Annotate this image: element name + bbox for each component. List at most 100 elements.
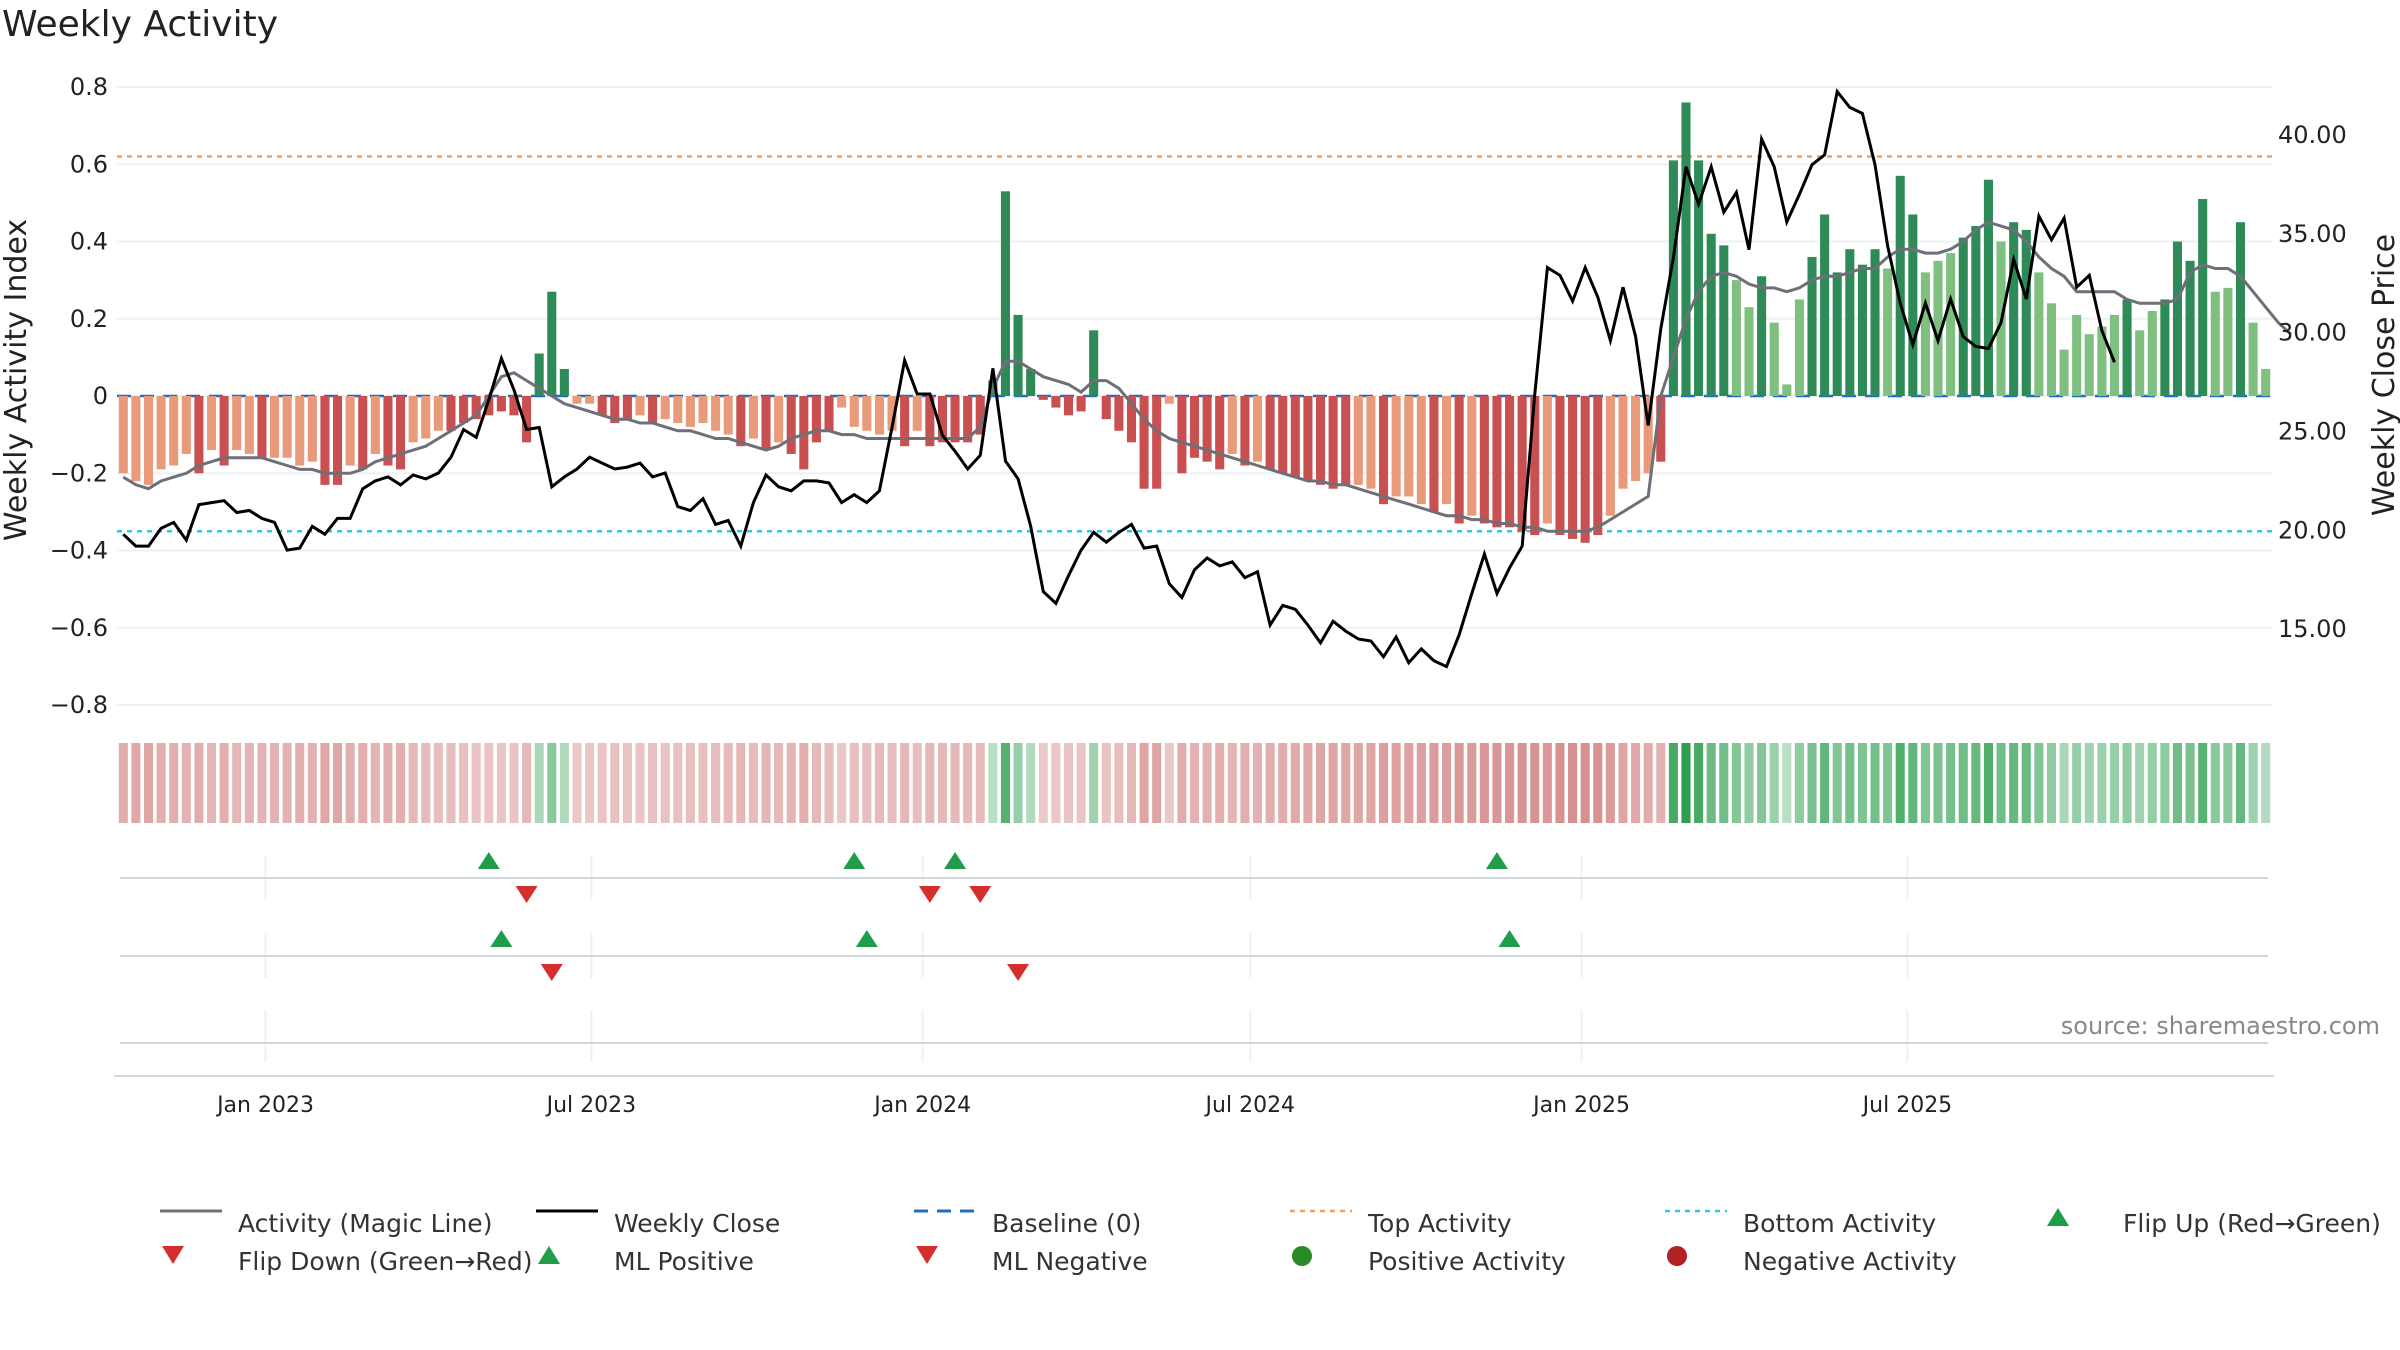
activity-strip-cell	[370, 743, 380, 823]
activity-strip-cell	[1278, 743, 1288, 823]
activity-bar	[1051, 396, 1061, 408]
activity-strip-cell	[1416, 743, 1426, 823]
activity-bar	[1542, 396, 1552, 524]
activity-bar	[925, 396, 935, 447]
legend-label: Bottom Activity	[1743, 1208, 1937, 1238]
legend-item: ML Positive	[536, 1244, 754, 1278]
y2-axis-ticks: 40.00 35.00 30.00 25.00 20.00 15.00	[2278, 121, 2347, 643]
activity-strip-cell	[484, 743, 494, 823]
activity-strip-cell	[786, 743, 796, 823]
activity-bar	[610, 396, 620, 424]
activity-bar	[2021, 229, 2031, 396]
activity-strip-cell	[2046, 743, 2056, 823]
y2-axis-label: Weekly Close Price	[2367, 234, 2400, 516]
legend-dotted-line-icon	[1665, 1208, 1729, 1238]
legend-item: Flip Down (Green→Red)	[160, 1244, 533, 1278]
activity-strip-cell	[2009, 743, 2019, 823]
activity-strip-cell	[2109, 743, 2120, 823]
activity-strip-cell	[1555, 743, 1565, 823]
activity-strip-cell	[1530, 743, 1540, 823]
activity-strip-cell	[849, 743, 859, 823]
activity-bar	[2046, 303, 2056, 396]
activity-strip-cell	[2034, 743, 2044, 823]
activity-strip-cell	[396, 743, 406, 823]
activity-bar	[1870, 249, 1880, 396]
activity-strip-cell	[1063, 743, 1074, 823]
activity-bar	[2147, 311, 2157, 396]
activity-strip-cell	[1000, 743, 1011, 823]
activity-bar	[1555, 396, 1565, 536]
activity-bar	[1492, 396, 1502, 528]
activity-strip-cell	[1782, 743, 1792, 823]
activity-bar	[1467, 396, 1477, 516]
legend-label: Flip Down (Green→Red)	[238, 1246, 533, 1276]
flip-up-marker	[1485, 852, 1508, 869]
activity-bar	[1845, 249, 1855, 396]
activity-bar	[1920, 272, 1930, 396]
activity-strip-cell	[1870, 743, 1880, 823]
activity-strip-cell	[1240, 743, 1250, 823]
activity-bar	[1278, 396, 1288, 474]
signal-panels	[114, 852, 2274, 1077]
activity-bar	[1177, 396, 1187, 474]
activity-bar	[1038, 396, 1048, 400]
activity-bar	[723, 396, 733, 435]
activity-strip-cell	[1731, 743, 1741, 823]
activity-bar	[1794, 299, 1804, 396]
activity-strip-cell	[257, 743, 267, 823]
y2-tick-label: 25.00	[2278, 417, 2347, 445]
activity-strip-cell	[1706, 743, 1716, 823]
activity-strip-cell	[1593, 743, 1603, 823]
activity-strip-cell	[2248, 743, 2258, 823]
activity-strip-cell	[131, 743, 141, 823]
activity-bar	[761, 396, 771, 451]
activity-bar	[345, 396, 355, 466]
activity-strip-cell	[711, 743, 721, 823]
activity-bar	[2084, 334, 2094, 396]
activity-strip-cell	[2223, 743, 2233, 823]
legend-item: Flip Up (Red→Green)	[2045, 1206, 2381, 1240]
activity-bar	[333, 396, 343, 485]
legend-label: Weekly Close	[614, 1208, 781, 1238]
activity-strip-cell	[988, 743, 998, 823]
activity-strip-cell	[1605, 743, 1615, 823]
activity-strip-cell	[975, 743, 985, 823]
activity-bar	[824, 396, 834, 431]
activity-strip-cell	[2172, 743, 2183, 823]
activity-strip-cell	[471, 743, 481, 823]
activity-strip-cell	[748, 743, 758, 823]
legend-label: Activity (Magic Line)	[238, 1208, 493, 1238]
activity-bar	[1656, 396, 1666, 462]
activity-strip-cell	[1366, 743, 1376, 823]
activity-strip-cell	[1958, 743, 1968, 823]
activity-strip-cell	[1442, 743, 1452, 823]
activity-bar	[1895, 175, 1905, 396]
activity-bar	[244, 396, 254, 454]
activity-bar	[1139, 396, 1149, 489]
activity-strip-cell	[1517, 743, 1527, 823]
activity-strip-cell	[1668, 743, 1678, 823]
x-tick-label: Jul 2023	[545, 1093, 637, 1118]
activity-strip-cell	[2210, 743, 2220, 823]
activity-bar	[1442, 396, 1452, 505]
activity-bar	[1820, 214, 1830, 396]
activity-strip-cell	[1114, 743, 1124, 823]
activity-strip-cell	[937, 743, 947, 823]
y-tick-label: 0	[93, 382, 108, 410]
activity-bar	[1505, 396, 1515, 528]
activity-strip-cell	[1076, 743, 1086, 823]
legend-item: Weekly Close	[536, 1206, 780, 1240]
activity-bar	[1215, 396, 1225, 470]
activity-strip-cell	[2059, 743, 2069, 823]
legend-label: Positive Activity	[1368, 1246, 1566, 1276]
activity-strip-cell	[1215, 743, 1225, 823]
activity-strip-cell	[2198, 743, 2208, 823]
activity-strip-cell	[358, 743, 368, 823]
activity-strip	[118, 743, 2271, 823]
activity-strip-cell	[1857, 743, 1867, 823]
activity-strip-cell	[2261, 743, 2271, 823]
activity-strip-cell	[1429, 743, 1439, 823]
activity-bar	[1026, 368, 1036, 396]
activity-bar	[143, 396, 154, 485]
activity-strip-cell	[1051, 743, 1061, 823]
